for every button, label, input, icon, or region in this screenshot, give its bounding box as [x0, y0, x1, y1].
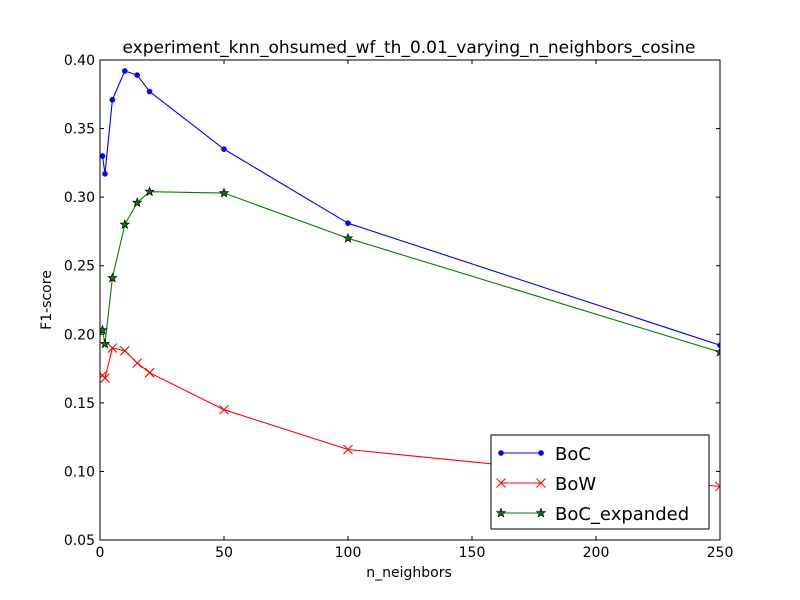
legend-marker-end-boc-expanded [535, 507, 547, 518]
data-point-bow-5 [144, 367, 155, 378]
chart-title: experiment_knn_ohsumed_wf_th_0.01_varyin… [122, 38, 695, 58]
data-point-boc-expanded-1 [100, 338, 111, 349]
legend-marker-end-boc [538, 450, 544, 456]
data-point-bow-4 [132, 358, 143, 368]
data-point-boc-expanded-8 [714, 346, 720, 357]
data-point-bow-2 [107, 343, 118, 353]
y-tick-label: 0.35 [64, 122, 95, 138]
x-tick-label: 0 [96, 545, 105, 561]
legend-label-boc: BoC [555, 444, 591, 465]
legend-label-bow: BoW [555, 474, 596, 495]
data-point-boc-6 [221, 146, 227, 152]
y-axis-label: F1-score [39, 270, 55, 330]
data-point-boc-0 [100, 153, 106, 159]
data-point-boc-4 [134, 72, 141, 78]
data-point-boc-expanded-2 [107, 272, 118, 283]
data-point-boc-1 [102, 170, 108, 177]
series-boc [100, 68, 720, 349]
series-clip-group [100, 68, 720, 492]
data-point-boc-expanded-6 [218, 187, 230, 198]
data-point-boc-expanded-4 [131, 197, 143, 208]
axes-layer: 0 50 100 150 200 250 0.05 0.10 0.15 0.20 0.25 0.30 0… [64, 53, 734, 561]
x-tick-label: 100 [335, 545, 362, 561]
legend-marker-end-bow-stroke-b [536, 478, 546, 488]
series-bow [100, 343, 720, 492]
legend-entry-boc: BoC [498, 444, 591, 465]
legend-marker-start-bow [496, 478, 506, 488]
legend-entry-boc-expanded: BoC_expanded [495, 504, 689, 525]
x-tick-label: 200 [583, 545, 610, 561]
series-layer [100, 68, 720, 492]
data-point-boc-8 [717, 342, 720, 349]
y-tick-label: 0.25 [64, 259, 95, 275]
data-point-bow-8-stroke-a [715, 481, 720, 488]
data-point-bow-6 [219, 404, 229, 415]
data-point-boc-expanded-3 [119, 218, 131, 230]
x-tick-label: 150 [459, 545, 486, 561]
data-point-bow-8-stroke-b [715, 485, 720, 492]
data-point-bow-1-stroke-b [100, 373, 110, 384]
data-point-bow-3-stroke-b [119, 345, 130, 356]
x-axis-label: n_neighbors [366, 565, 452, 581]
y-tick-label: 0.20 [64, 327, 95, 343]
data-point-boc-5 [146, 88, 153, 95]
data-point-bow-6-stroke-b [219, 404, 229, 415]
data-point-bow-2-stroke-b [107, 343, 118, 353]
data-point-bow-7 [343, 444, 353, 455]
y-tick-label: 0.15 [64, 396, 95, 412]
axes-frame [99, 59, 721, 541]
legend-marker-start-bow-stroke-b [496, 478, 506, 488]
series-boc-expanded [100, 186, 720, 357]
data-point-bow-7-stroke-b [343, 444, 353, 455]
legend: BoC BoW BoC_expanded [490, 434, 710, 530]
legend-label-boc-expanded: BoC_expanded [555, 504, 689, 525]
legend-entry-bow: BoW [496, 474, 596, 495]
x-tick-label: 50 [215, 545, 233, 561]
data-point-boc-2 [109, 96, 116, 103]
data-point-bow-4-stroke-b [132, 358, 143, 368]
data-point-boc-7 [345, 220, 351, 227]
legend-marker-start-boc-expanded [495, 507, 507, 518]
data-point-boc-expanded-7 [342, 232, 354, 243]
legend-marker-start-boc [498, 450, 504, 456]
data-point-boc-expanded-0 [100, 324, 108, 335]
data-point-boc-expanded-5 [144, 186, 155, 197]
legend-marker-end-bow [536, 478, 546, 488]
data-point-bow-1 [100, 373, 110, 384]
y-tick-label: 0.30 [64, 190, 95, 206]
data-point-bow-3 [119, 345, 130, 356]
y-tick-label: 0.40 [64, 53, 95, 69]
data-point-bow-5-stroke-b [144, 367, 155, 378]
x-tick-label: 250 [707, 545, 734, 561]
y-tick-label: 0.10 [64, 464, 95, 480]
y-tick-label: 0.05 [64, 533, 95, 549]
data-point-bow-8 [715, 481, 720, 492]
data-point-boc-3 [121, 68, 128, 74]
